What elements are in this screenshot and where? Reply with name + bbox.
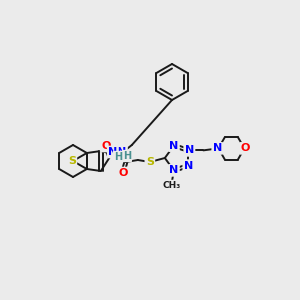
Text: O: O [118,168,128,178]
Text: N: N [108,147,118,157]
Text: CH₃: CH₃ [163,181,181,190]
Text: N: N [213,143,222,153]
Text: S: S [68,156,76,166]
Text: N: N [185,146,194,155]
Text: N: N [184,160,193,171]
Text: H: H [123,151,131,161]
Text: N: N [169,165,178,176]
Text: S: S [146,157,154,167]
Text: H: H [114,152,122,162]
Text: O: O [101,141,110,151]
Text: N: N [169,141,178,151]
Text: O: O [241,143,250,153]
Text: N: N [117,147,127,157]
